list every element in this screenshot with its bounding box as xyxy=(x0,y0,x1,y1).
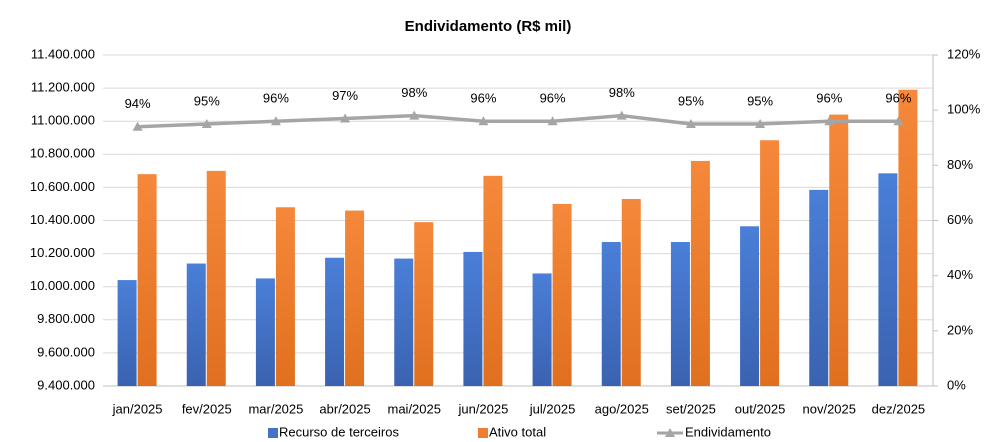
line-marker xyxy=(340,113,351,123)
data-label: 95% xyxy=(678,93,704,108)
data-label: 96% xyxy=(470,91,496,106)
y2-tick-label: 120% xyxy=(947,46,981,61)
data-label: 96% xyxy=(540,91,566,106)
y-tick-label: 11.000.000 xyxy=(31,113,95,128)
data-label: 96% xyxy=(816,91,842,106)
data-label: 95% xyxy=(747,93,773,108)
bar xyxy=(760,140,780,386)
line-marker xyxy=(270,116,281,126)
bar xyxy=(345,210,365,386)
legend-swatch xyxy=(478,428,488,438)
bar xyxy=(414,222,434,386)
bar xyxy=(552,203,572,386)
x-tick-label: jan/2025 xyxy=(112,401,163,416)
x-tick-label: abr/2025 xyxy=(319,401,370,416)
y-tick-label: 9.400.000 xyxy=(37,377,95,392)
bar xyxy=(186,263,206,386)
data-label: 96% xyxy=(263,91,289,106)
legend-label: Ativo total xyxy=(489,424,546,439)
bar xyxy=(206,170,226,386)
y2-tick-label: 40% xyxy=(947,267,973,282)
y-tick-label: 10.200.000 xyxy=(30,245,95,260)
bar xyxy=(532,273,552,386)
line-marker xyxy=(755,118,766,128)
line-marker xyxy=(824,116,835,126)
chart-title: Endividamento (R$ mil) xyxy=(405,18,572,35)
bar xyxy=(463,251,483,386)
x-tick-label: nov/2025 xyxy=(803,401,857,416)
bar xyxy=(809,189,829,386)
bar xyxy=(255,278,275,386)
y-tick-label: 10.400.000 xyxy=(30,212,95,227)
line-marker xyxy=(893,116,904,126)
y-tick-label: 10.800.000 xyxy=(30,146,95,161)
y-tick-label: 9.800.000 xyxy=(37,311,95,326)
y2-tick-label: 80% xyxy=(947,157,973,172)
bar xyxy=(878,173,898,386)
data-label: 94% xyxy=(125,96,151,111)
y2-tick-label: 100% xyxy=(947,102,981,117)
line-marker xyxy=(409,110,420,120)
bar xyxy=(690,160,710,386)
line-marker xyxy=(685,118,696,128)
legend-label: Recurso de terceiros xyxy=(279,424,399,439)
y-tick-label: 11.400.000 xyxy=(31,46,95,61)
y2-tick-label: 0% xyxy=(947,377,966,392)
y-tick-label: 10.600.000 xyxy=(30,179,95,194)
x-tick-label: fev/2025 xyxy=(182,401,232,416)
x-tick-label: set/2025 xyxy=(666,401,716,416)
line-marker xyxy=(132,121,143,131)
bar xyxy=(621,198,641,386)
x-tick-label: mar/2025 xyxy=(248,401,303,416)
y2-tick-label: 20% xyxy=(947,322,973,337)
y-tick-label: 9.600.000 xyxy=(37,344,95,359)
bar xyxy=(483,175,503,386)
bar xyxy=(394,258,414,386)
bar xyxy=(601,242,621,386)
bar xyxy=(137,174,157,386)
bar xyxy=(670,242,690,386)
x-tick-label: ago/2025 xyxy=(595,401,649,416)
y-tick-label: 10.000.000 xyxy=(30,278,95,293)
y-tick-label: 11.200.000 xyxy=(31,80,95,95)
x-tick-label: jul/2025 xyxy=(529,401,576,416)
bar xyxy=(117,280,137,386)
data-label: 98% xyxy=(401,85,427,100)
x-tick-label: dez/2025 xyxy=(872,401,926,416)
line-marker xyxy=(201,118,212,128)
legend-label: Endividamento xyxy=(685,424,771,439)
legend-swatch xyxy=(268,428,278,438)
line-marker xyxy=(547,116,558,126)
data-label: 95% xyxy=(194,93,220,108)
bar xyxy=(898,89,918,386)
x-tick-label: out/2025 xyxy=(735,401,786,416)
bar xyxy=(275,207,295,386)
legend-marker xyxy=(665,428,675,437)
line-marker xyxy=(616,110,627,120)
y2-tick-label: 60% xyxy=(947,212,973,227)
data-label: 97% xyxy=(332,88,358,103)
x-tick-label: mai/2025 xyxy=(388,401,441,416)
bar xyxy=(740,226,760,386)
line xyxy=(137,113,899,129)
data-label: 98% xyxy=(609,85,635,100)
line-marker xyxy=(478,116,489,126)
x-tick-label: jun/2025 xyxy=(457,401,508,416)
bar xyxy=(829,114,849,386)
data-label: 96% xyxy=(885,91,911,106)
bar xyxy=(325,257,345,386)
